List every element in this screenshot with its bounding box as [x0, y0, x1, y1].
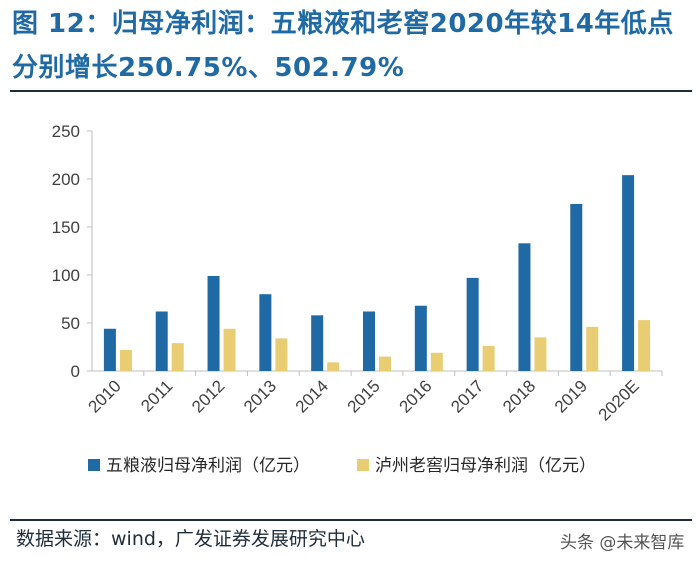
x-tick-label: 2012 — [188, 376, 228, 416]
watermark-text: 头条 @未来智库 — [560, 533, 685, 553]
x-tick-label: 2017 — [447, 376, 487, 416]
bar-wuliangye — [518, 243, 531, 371]
bar-wuliangye — [414, 305, 427, 371]
legend-label: 五粮液归母净利润（亿元） — [106, 456, 310, 476]
y-tick-label: 100 — [52, 266, 80, 285]
bar-wuliangye — [259, 294, 272, 371]
bar-wuliangye — [103, 328, 116, 371]
bar-luzhou-laojiao — [379, 356, 391, 371]
bar-wuliangye — [570, 203, 583, 371]
bar-chart: 0 50 100 150 200 250 2010 2011 2012 2013 2014 2015 2… — [52, 122, 663, 476]
y-tick-label: 250 — [52, 122, 80, 141]
bottom-rule — [10, 519, 692, 521]
bar-luzhou-laojiao — [327, 362, 340, 371]
legend-swatch — [88, 459, 100, 471]
bar-luzhou-laojiao — [223, 328, 236, 371]
x-tick-label: 2016 — [395, 376, 435, 416]
x-tick-label: 2011 — [137, 376, 176, 415]
bar-luzhou-laojiao — [534, 337, 547, 371]
source-note: 数据来源：wind，广发证券发展研究中心 — [16, 528, 365, 550]
y-tick-label: 150 — [52, 218, 80, 237]
y-tick-label: 50 — [61, 314, 80, 333]
bar-luzhou-laojiao — [482, 346, 495, 371]
bar-luzhou-laojiao — [430, 352, 443, 371]
bar-wuliangye — [622, 175, 635, 371]
x-tick-label: 2014 — [292, 376, 332, 416]
bar-luzhou-laojiao — [638, 320, 651, 371]
x-tick-label: 2015 — [344, 376, 384, 416]
bar-luzhou-laojiao — [171, 343, 184, 371]
bar-wuliangye — [363, 311, 375, 371]
bar-wuliangye — [207, 275, 220, 371]
x-tick-label: 2019 — [551, 376, 591, 416]
x-tick-label: 2020E — [595, 376, 643, 424]
watermark: 头条 @未来智库 — [560, 528, 684, 553]
x-tick-label: 2010 — [85, 376, 125, 416]
bar-luzhou-laojiao — [275, 338, 288, 371]
top-rule — [10, 90, 692, 92]
bar-wuliangye — [466, 277, 479, 371]
x-tick-label: 2013 — [240, 376, 280, 416]
legend-label: 泸州老窖归母净利润（亿元） — [375, 456, 596, 476]
bar-luzhou-laojiao — [119, 349, 132, 371]
bar-luzhou-laojiao — [586, 326, 599, 371]
bar-wuliangye — [311, 315, 324, 371]
figure-title: 图 12：归母净利润：五粮液和老窖2020年较14年低点分别增长250.75%、… — [12, 9, 674, 83]
y-tick-label: 0 — [71, 362, 80, 381]
legend-swatch — [357, 459, 369, 471]
x-tick-label: 2018 — [499, 376, 539, 416]
y-tick-label: 200 — [52, 170, 80, 189]
bar-wuliangye — [155, 311, 168, 371]
